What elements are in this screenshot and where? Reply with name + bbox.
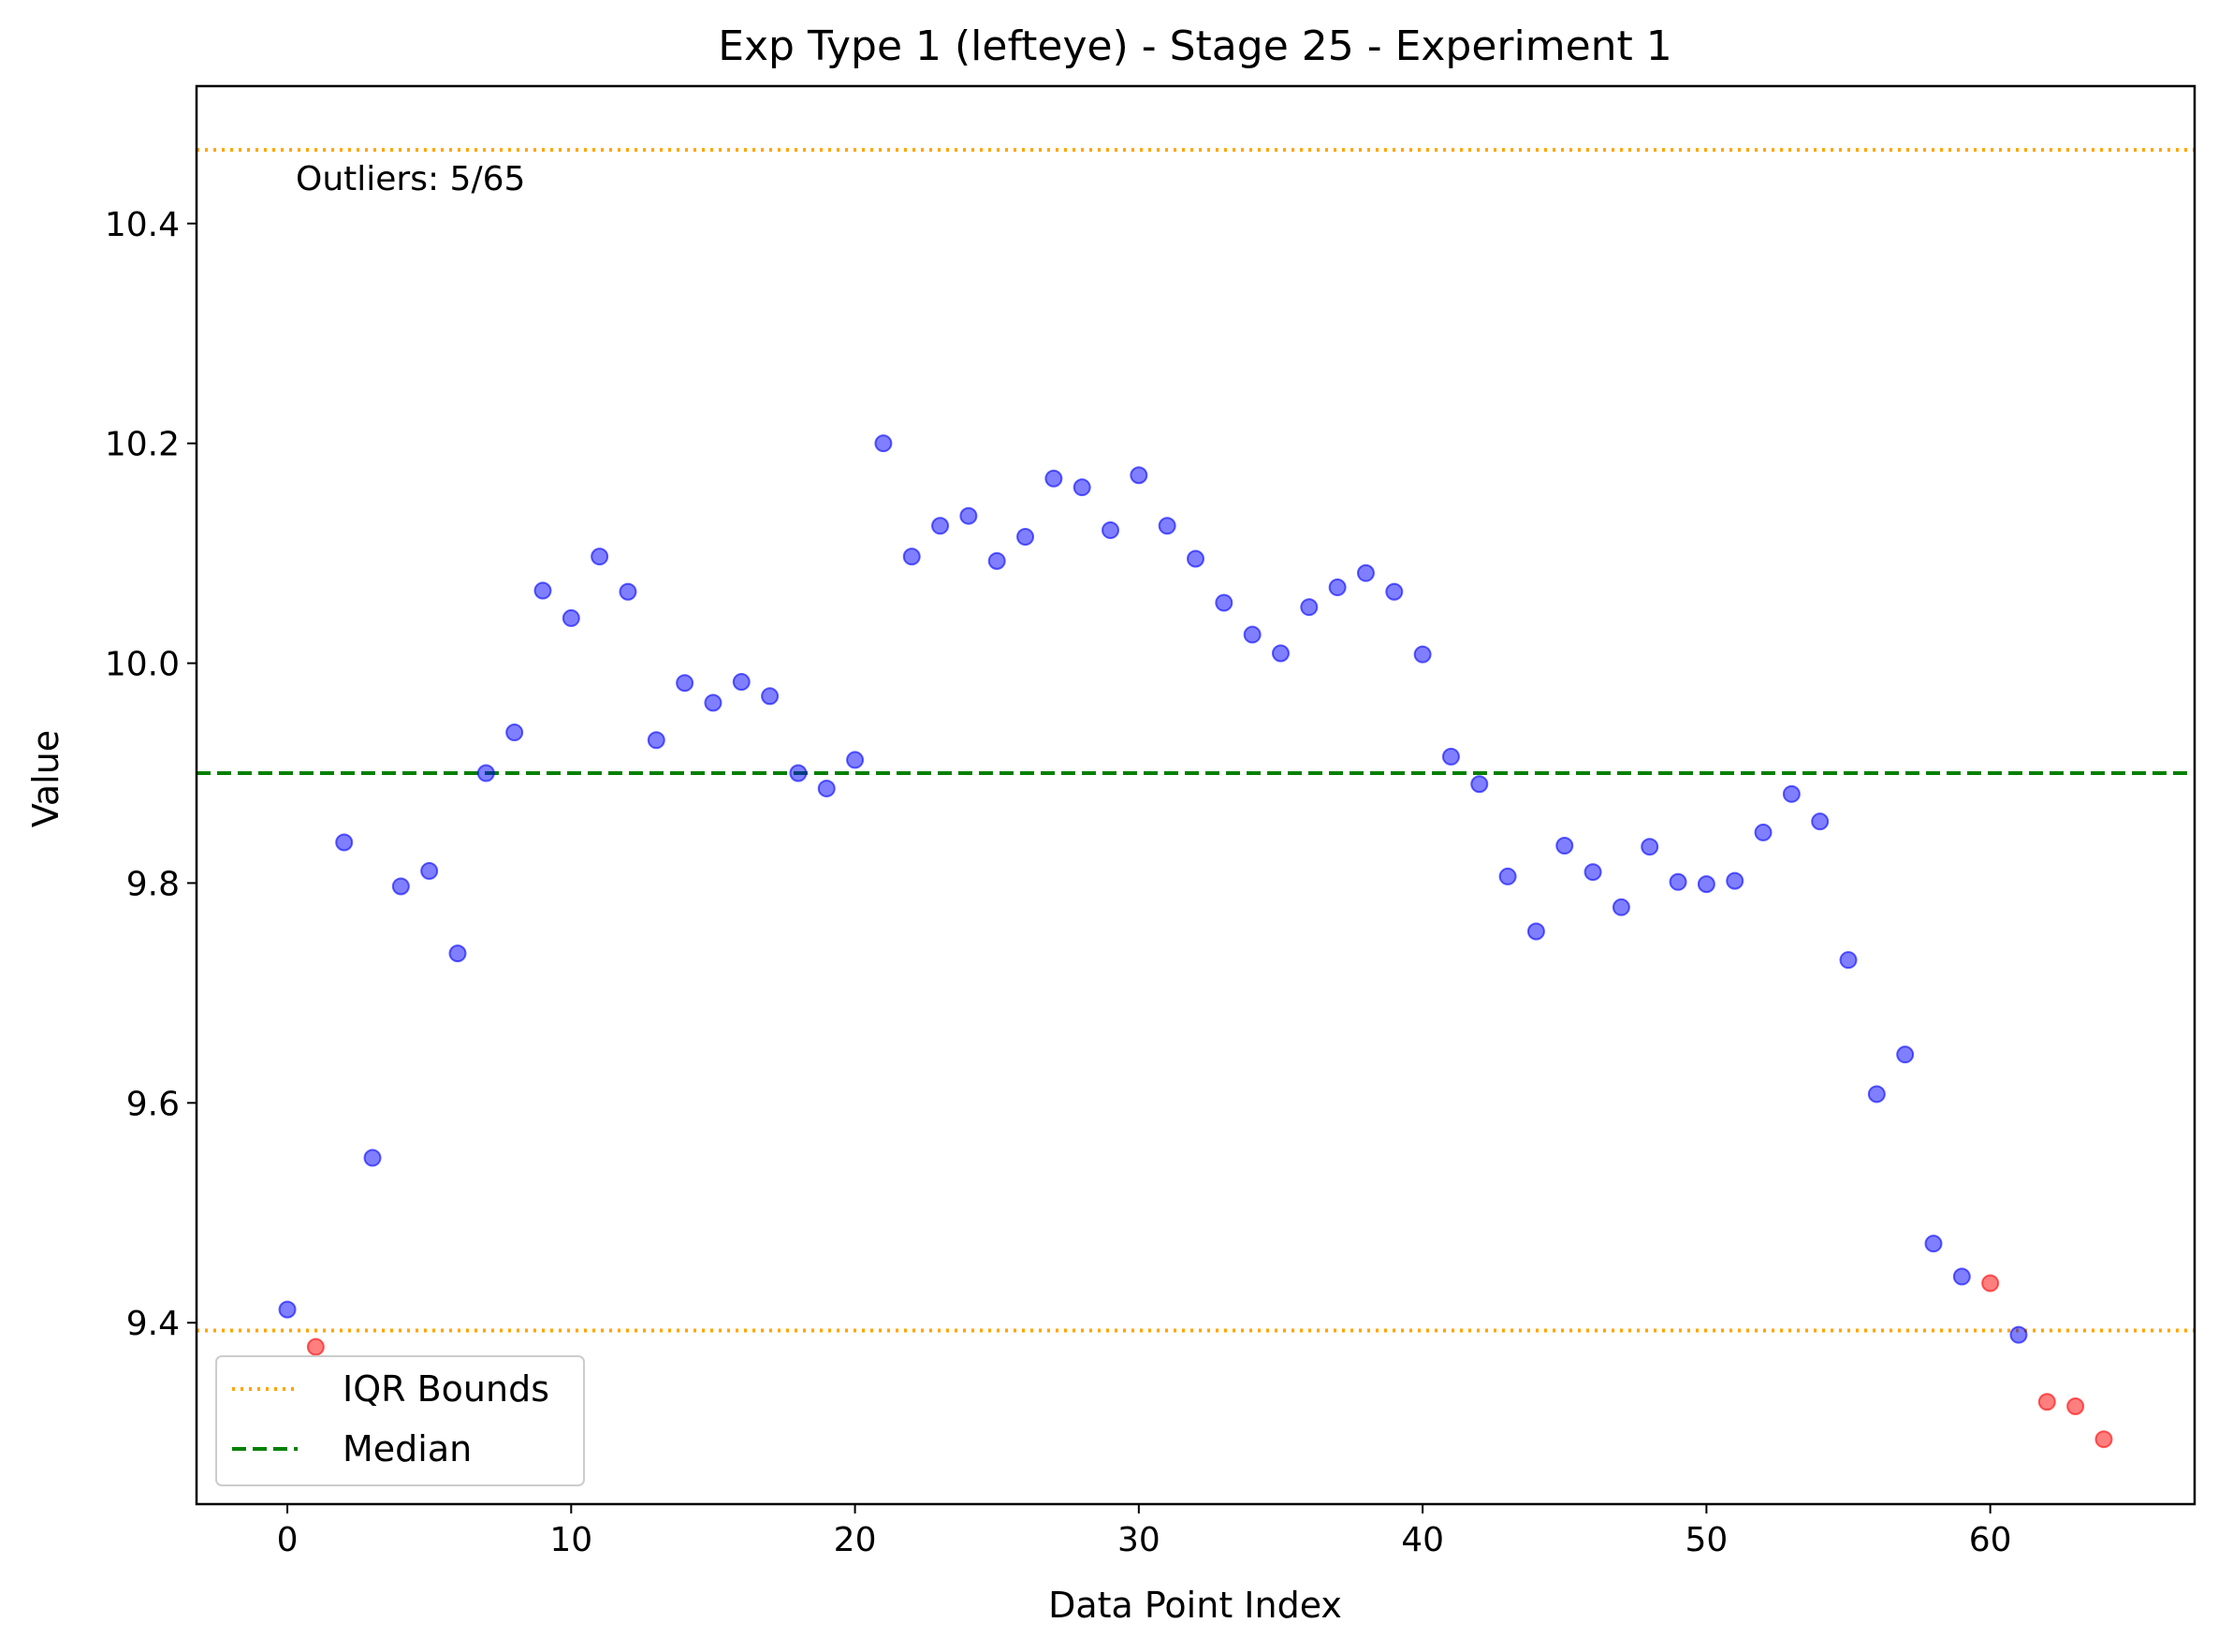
data-point [1158,517,1176,535]
data-point [789,764,808,782]
outlier-count-annotation: Outliers: 5/65 [296,160,525,198]
x-tick-label: 20 [834,1521,877,1559]
data-point [1300,598,1319,617]
x-tick-label: 50 [1685,1521,1728,1559]
y-tick-label: 9.8 [126,865,180,903]
data-point [1726,871,1744,890]
outlier-point [306,1338,325,1356]
data-point [732,673,751,692]
x-axis-label: Data Point Index [1048,1585,1342,1626]
data-point [1271,644,1290,663]
axes: 0 10 20 30 40 50 60 9.4 9.6 9.8 10.0 10.2 10.4 [105,84,2196,1559]
axes-frame [195,84,2196,1506]
x-tick-label: 0 [277,1521,299,1559]
legend-box [215,1355,585,1486]
data-point [1102,520,1120,539]
data-point [1187,549,1204,568]
data-point [704,694,722,712]
y-tick-label: 9.4 [126,1305,180,1343]
data-point [1839,951,1858,970]
data-point [647,731,665,750]
y-tick-label: 9.6 [126,1085,180,1123]
data-point [1924,1235,1943,1253]
data-point [591,548,609,566]
data-point [987,551,1006,570]
data-point [1896,1045,1915,1064]
data-point [1583,863,1602,882]
chart-title: Exp Type 1 (lefteye) - Stage 25 - Experi… [718,22,1672,70]
data-point [1952,1267,1971,1286]
data-point [1215,593,1233,612]
data-point [1130,466,1148,485]
data-point [874,434,893,453]
data-point [1470,775,1489,794]
legend-iqr-label: IQR Bounds [343,1368,549,1410]
x-tick-label: 10 [549,1521,592,1559]
legend-median-label: Median [343,1428,472,1469]
data-point [1811,812,1830,831]
data-point [1441,747,1460,766]
data-point [533,581,552,600]
data-point [278,1300,297,1319]
y-tick-label: 10.4 [105,206,180,244]
y-tick-label: 10.2 [105,426,180,464]
data-point [959,506,978,525]
data-point [420,862,439,881]
data-point [562,608,580,627]
y-tick-label: 10.0 [105,646,180,684]
data-point [448,944,467,963]
data-point [391,877,410,896]
data-point [363,1148,382,1167]
outlier-point [2066,1396,2085,1415]
data-point [619,582,637,601]
data-point [1555,837,1574,855]
data-point [1782,784,1801,803]
data-point [817,779,836,797]
data-point [1073,478,1091,497]
legend: IQR Bounds Median [215,1355,585,1486]
data-point [1498,867,1517,885]
data-point [1612,898,1630,916]
data-point [761,687,780,706]
x-tick-label: 40 [1401,1521,1444,1559]
data-point [1328,578,1347,597]
data-point [676,674,694,693]
outlier-point [1981,1274,2000,1293]
data-point [1669,872,1687,891]
data-point [931,517,950,535]
data-point [846,751,865,769]
data-point [1526,922,1545,941]
x-tick-label: 60 [1969,1521,2012,1559]
data-point [1641,838,1659,856]
data-point [902,548,921,566]
data-point [1413,645,1432,664]
data-point [1356,563,1375,582]
data-point [1385,582,1404,601]
plot-area [197,148,2195,1449]
y-axis-label: Value [25,730,66,827]
data-point [1867,1085,1886,1104]
outlier-point [2094,1430,2113,1449]
outlier-point [2037,1393,2056,1411]
data-point [476,764,495,782]
data-point [335,833,354,852]
data-point [1697,875,1715,894]
x-tick-label: 30 [1117,1521,1160,1559]
data-point [1243,625,1262,644]
data-point [2009,1325,2028,1344]
data-point [1044,469,1063,488]
data-point [1016,528,1035,547]
data-point [1754,823,1773,841]
data-point [505,724,524,742]
